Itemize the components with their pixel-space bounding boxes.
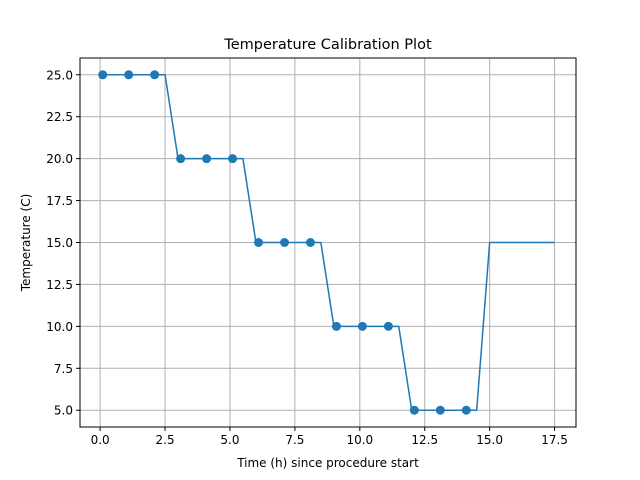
y-tick-label: 7.5 <box>54 362 73 376</box>
x-tick-label: 12.5 <box>411 433 438 447</box>
y-tick-label: 12.5 <box>46 278 73 292</box>
data-point <box>124 70 134 80</box>
y-tick-label: 25.0 <box>46 68 73 82</box>
x-tick-label: 2.5 <box>156 433 175 447</box>
data-point <box>254 238 264 247</box>
data-point <box>383 321 393 331</box>
y-tick-label: 17.5 <box>46 194 73 208</box>
x-axis-title: Time (h) since procedure start <box>236 456 419 470</box>
y-tick-label: 20.0 <box>46 152 73 166</box>
data-point <box>305 238 315 247</box>
y-axis-title: Temperature (C) <box>19 194 33 293</box>
data-point <box>176 154 186 164</box>
chart-title: Temperature Calibration Plot <box>223 37 432 53</box>
x-tick-label: 15.0 <box>476 433 503 447</box>
data-point <box>435 405 445 415</box>
x-tick-label: 10.0 <box>346 433 373 447</box>
data-point <box>409 405 419 415</box>
x-tick-label: 17.5 <box>541 433 568 447</box>
x-tick-label: 0.0 <box>91 433 110 447</box>
data-point <box>280 238 290 247</box>
data-point <box>98 70 108 80</box>
y-tick-label: 22.5 <box>46 110 73 124</box>
temperature-line <box>102 74 555 411</box>
axis-ticks: 0.0 2.5 5.0 7.5 10.0 12.5 15.0 17.5 5.0 7.5 10.0 12… <box>46 68 568 447</box>
x-tick-label: 5.0 <box>220 433 239 447</box>
data-point <box>202 154 212 164</box>
data-point <box>331 321 341 331</box>
data-series <box>98 70 555 415</box>
x-tick-label: 7.5 <box>285 433 304 447</box>
data-point <box>461 405 471 415</box>
data-point <box>228 154 238 164</box>
y-tick-label: 10.0 <box>46 320 73 334</box>
data-point <box>150 70 160 80</box>
y-tick-label: 5.0 <box>54 404 73 418</box>
data-point <box>357 321 367 331</box>
y-tick-label: 15.0 <box>46 236 73 250</box>
